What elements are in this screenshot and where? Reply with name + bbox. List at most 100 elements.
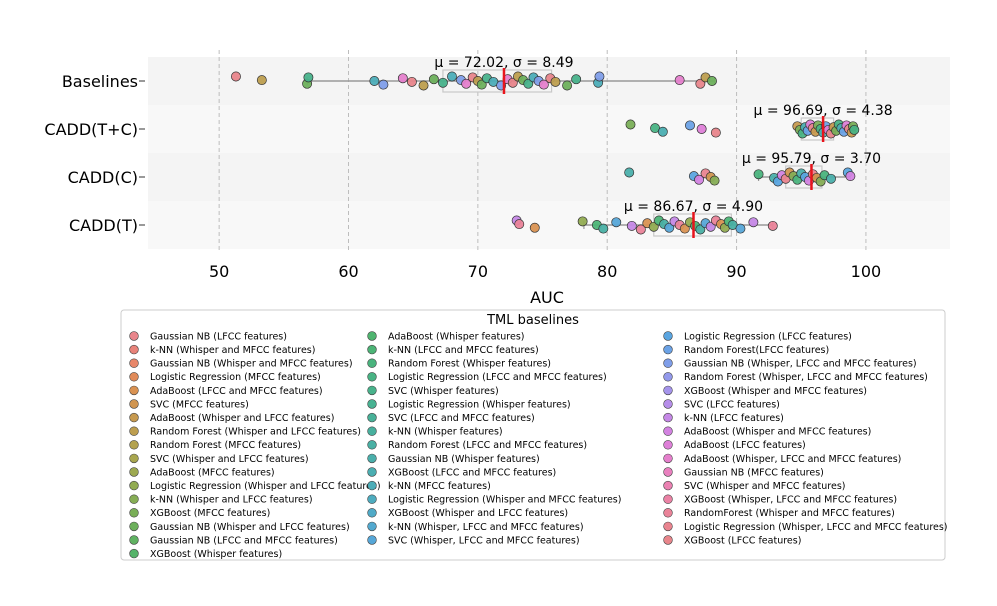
legend-swatch: [663, 358, 673, 368]
legend-swatch: [663, 480, 673, 491]
legend-label: Logistic Regression (LFCC features): [684, 331, 852, 342]
data-point: [406, 76, 417, 87]
legend-item: Logistic Regression (Whisper and LFCC fe…: [129, 480, 381, 492]
legend-swatch: [367, 358, 377, 368]
legend-swatch: [129, 467, 139, 477]
legend-label: Random Forest (Whisper, LFCC and MFCC fe…: [684, 372, 928, 383]
data-point: [256, 75, 267, 86]
legend-label: Random Forest (Whisper and LFCC features…: [150, 427, 361, 438]
legend-item: SVC (LFCC and MFCC features): [367, 412, 535, 424]
legend-item: k-NN (Whisper, LFCC and MFCC features): [367, 521, 584, 533]
legend-swatch: [367, 494, 377, 504]
y-tick-label: CADD(C): [68, 168, 138, 187]
mean-markers: [502, 68, 825, 238]
legend-label: Logistic Regression (Whisper features): [388, 399, 571, 410]
legend-label: Random Forest (Whisper features): [388, 359, 551, 370]
y-tick-labels: Baselines CADD(T+C) CADD(C) CADD(T): [44, 72, 145, 235]
legend-item: SVC (Whisper, LFCC and MFCC features): [367, 535, 580, 546]
legend-label: SVC (Whisper, LFCC and MFCC features): [388, 535, 580, 546]
legend-item: k-NN (LFCC and MFCC features): [367, 344, 539, 356]
data-point: [753, 169, 764, 180]
data-point: [826, 173, 836, 184]
legend-label: Gaussian NB (LFCC and MFCC features): [150, 535, 338, 546]
data-point: [397, 73, 408, 84]
legend-label: k-NN (LFCC features): [684, 413, 784, 424]
legend-swatch: [663, 535, 673, 545]
x-tick-label: 90: [726, 262, 746, 281]
data-point: [735, 223, 746, 234]
x-tick-label: 70: [468, 262, 488, 281]
legend-item: Random Forest (Whisper features): [367, 358, 551, 370]
legend-swatch: [367, 385, 377, 396]
legend-label: k-NN (Whisper and MFCC features): [150, 345, 315, 356]
legend-label: Gaussian NB (Whisper and LFCC features): [150, 522, 350, 533]
legend-label: XGBoost (Whisper and MFCC features): [684, 386, 867, 397]
legend-item: XGBoost (LFCC and MFCC features): [367, 467, 556, 478]
stat-annotation: μ = 95.79, σ = 3.70: [742, 151, 881, 167]
data-point: [378, 79, 389, 90]
legend-label: Logistic Regression (Whisper and MFCC fe…: [388, 495, 621, 506]
legend-swatch: [663, 467, 673, 477]
data-point: [529, 222, 540, 233]
data-point: [577, 216, 588, 227]
legend-swatch: [663, 344, 673, 355]
legend-label: SVC (Whisper and MFCC features): [684, 481, 846, 492]
legend-item: AdaBoost (Whisper and LFCC features): [129, 412, 334, 424]
legend-swatch: [129, 440, 139, 450]
legend-swatch: [663, 453, 673, 464]
legend-item: AdaBoost (Whisper features): [367, 331, 524, 342]
legend-swatch: [367, 453, 377, 464]
legend-label: k-NN (Whisper features): [388, 427, 503, 438]
legend-label: AdaBoost (LFCC features): [684, 440, 806, 451]
data-point: [696, 124, 707, 134]
data-point: [849, 124, 860, 135]
legend-label: SVC (LFCC and MFCC features): [388, 413, 535, 424]
legend-swatch: [663, 385, 673, 396]
legend-swatch: [663, 331, 673, 341]
legend-swatch: [663, 426, 673, 436]
legend-item: k-NN (LFCC features): [663, 412, 784, 424]
legend-label: Random Forest (MFCC features): [150, 440, 301, 451]
legend-label: AdaBoost (Whisper features): [388, 331, 524, 342]
legend-label: Random Forest(LFCC features): [684, 345, 829, 356]
data-point: [598, 223, 609, 234]
legend-item: XGBoost (Whisper, LFCC and MFCC features…: [663, 494, 897, 506]
legend-swatch: [129, 372, 139, 382]
legend-title: TML baselines: [486, 313, 579, 328]
legend-label: AdaBoost (Whisper, LFCC and MFCC feature…: [684, 454, 901, 465]
legend-item: XGBoost (Whisper and MFCC features): [663, 385, 867, 397]
legend-swatch: [367, 344, 377, 355]
legend-label: XGBoost (Whisper features): [150, 549, 282, 560]
legend-item: Gaussian NB (LFCC features): [129, 331, 287, 342]
legend-label: k-NN (Whisper, LFCC and MFCC features): [388, 522, 584, 533]
legend-item: XGBoost (Whisper features): [129, 548, 282, 560]
data-point: [707, 76, 717, 86]
data-point: [611, 217, 622, 228]
data-point: [231, 71, 241, 82]
legend-swatch: [663, 412, 673, 423]
data-point: [767, 220, 778, 231]
legend-label: Logistic Regression (Whisper and LFCC fe…: [150, 481, 381, 492]
data-point: [635, 224, 646, 235]
y-tick-label: CADD(T+C): [44, 120, 138, 139]
legend-label: RandomForest (Whisper and MFCC features): [684, 508, 895, 519]
legend-swatch: [663, 508, 673, 518]
x-tick-labels: 50 60 70 80 90 100: [209, 262, 881, 281]
legend-item: XGBoost (MFCC features): [129, 508, 270, 519]
data-point: [538, 79, 549, 90]
legend-swatch: [367, 426, 377, 436]
legend-label: AdaBoost (LFCC and MFCC features): [150, 386, 323, 397]
legend-swatch: [663, 440, 673, 450]
legend-swatch: [367, 412, 377, 423]
legend-item: Logistic Regression (LFCC and MFCC featu…: [367, 372, 607, 383]
data-point: [685, 120, 695, 131]
row-band: [148, 201, 950, 249]
legend-label: Logistic Regression (Whisper, LFCC and M…: [684, 522, 948, 533]
legend-item: Gaussian NB (Whisper and LFCC features): [129, 521, 350, 533]
legend: TML baselines Gaussian NB (LFCC features)…: [120, 309, 948, 561]
legend-item: SVC (Whisper and LFCC features): [129, 453, 309, 465]
data-points: [231, 71, 860, 235]
data-point: [657, 126, 668, 137]
x-tick-label: 100: [851, 262, 882, 281]
